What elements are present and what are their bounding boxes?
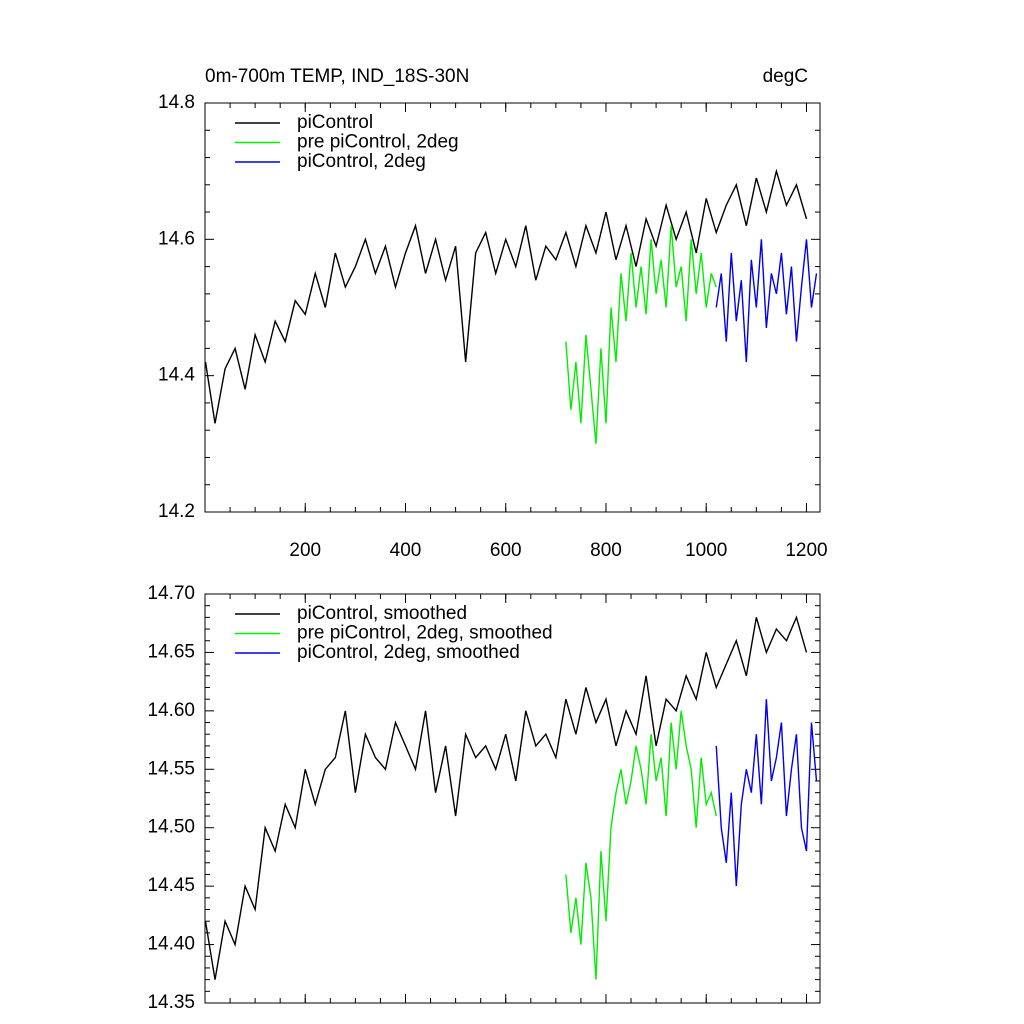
x-tick-label: 1000 (685, 540, 727, 561)
data-line (204, 168, 808, 424)
y-tick-label: 14.8 (158, 92, 195, 113)
y-tick-label: 14.70 (147, 583, 195, 604)
y-tick-label: 14.50 (147, 817, 195, 838)
legend-label: piControl (297, 112, 373, 133)
y-tick-label: 14.6 (158, 228, 195, 249)
chart-title: 0m-700m TEMP, IND_18S-30N (205, 66, 469, 87)
plot-frame (204, 593, 821, 1004)
y-tick-label: 14.65 (147, 641, 195, 662)
units-label: degC (763, 66, 808, 87)
y-tick-label: 14.45 (147, 875, 195, 896)
x-tick-label: 400 (390, 540, 422, 561)
x-tick-label: 200 (289, 540, 321, 561)
data-line (715, 239, 818, 363)
x-tick-label: 600 (490, 540, 522, 561)
data-line (565, 710, 717, 980)
legend-label: pre piControl, 2deg, smoothed (297, 623, 553, 644)
legend-label: pre piControl, 2deg (297, 132, 459, 153)
y-tick-label: 14.55 (147, 758, 195, 779)
y-tick-label: 14.40 (147, 934, 195, 955)
x-tick-label: 1200 (785, 540, 827, 561)
data-line (204, 615, 808, 980)
y-tick-label: 14.4 (158, 365, 195, 386)
y-tick-label: 14.60 (147, 700, 195, 721)
legend-label: piControl, 2deg (297, 151, 426, 172)
legend-label: piControl, smoothed (297, 603, 467, 624)
x-tick-label: 800 (590, 540, 622, 561)
data-line (565, 225, 717, 444)
y-tick-label: 14.2 (158, 501, 195, 522)
legend-label: piControl, 2deg, smoothed (297, 642, 520, 663)
data-line (715, 699, 818, 887)
plot-frame (204, 102, 821, 513)
y-tick-label: 14.35 (147, 992, 195, 1013)
